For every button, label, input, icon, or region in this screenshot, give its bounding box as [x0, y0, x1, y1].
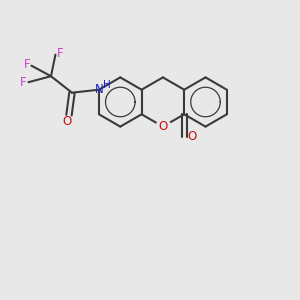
Text: N: N: [94, 83, 103, 96]
Text: O: O: [187, 130, 196, 143]
Text: F: F: [57, 46, 63, 60]
Text: H: H: [103, 80, 110, 90]
Text: O: O: [158, 120, 167, 133]
Text: F: F: [20, 76, 26, 89]
Text: O: O: [63, 115, 72, 128]
Text: F: F: [24, 58, 30, 71]
